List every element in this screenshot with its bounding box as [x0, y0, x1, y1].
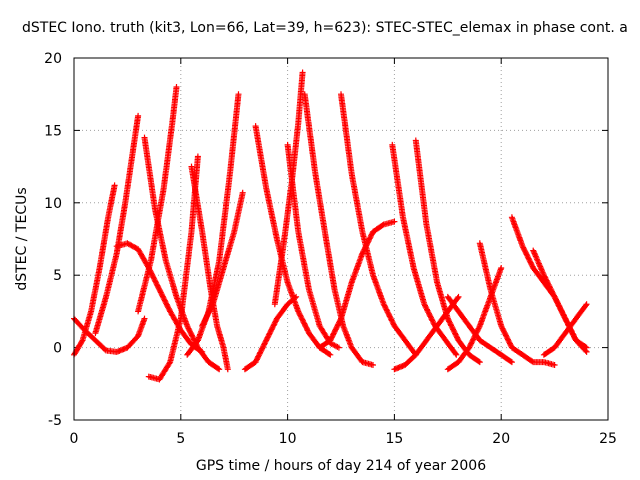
plot-frame	[73, 57, 609, 421]
y-tick-label: 5	[53, 268, 62, 284]
series-points	[338, 91, 419, 358]
series	[338, 91, 419, 358]
series	[135, 84, 180, 315]
y-tick-label: -5	[48, 413, 62, 429]
data-marks	[71, 69, 590, 383]
x-tick-label: 5	[176, 431, 185, 447]
series	[199, 189, 246, 329]
series-points	[135, 84, 180, 315]
series	[241, 293, 300, 373]
x-axis-label: GPS time / hours of day 214 of year 2006	[196, 458, 486, 474]
y-tick-label: 10	[44, 196, 62, 212]
series-points	[316, 218, 398, 351]
y-axis-label: dSTEC / TECUs	[14, 187, 30, 290]
series-points	[476, 240, 558, 368]
series-points	[444, 293, 515, 366]
series-points	[530, 247, 590, 355]
y-tick-label: 0	[53, 341, 62, 357]
series-points	[199, 189, 246, 329]
y-tick-labels: -5 0 5 10 15 20	[44, 51, 62, 429]
series-points	[389, 141, 460, 358]
series	[476, 240, 558, 368]
chart-title: dSTEC Iono. truth (kit3, Lon=66, Lat=39,…	[22, 20, 628, 36]
y-tick-label: 20	[44, 51, 62, 67]
series-points	[241, 293, 300, 373]
series-points	[92, 112, 142, 337]
series	[271, 69, 306, 308]
y-tick-label: 15	[44, 123, 62, 139]
series-points	[284, 141, 342, 351]
series	[284, 141, 342, 351]
x-tick-labels: 0 5 10 15 20 25	[70, 431, 617, 447]
x-tick-label: 20	[492, 431, 510, 447]
series	[412, 137, 483, 366]
x-tick-label: 0	[70, 431, 79, 447]
series	[530, 247, 590, 355]
series	[540, 301, 590, 358]
x-tick-label: 25	[599, 431, 617, 447]
x-tick-label: 15	[385, 431, 403, 447]
series	[389, 141, 460, 358]
series	[444, 293, 515, 366]
series-points	[271, 69, 306, 308]
series-points	[412, 137, 483, 366]
series	[316, 218, 398, 351]
x-tick-label: 10	[279, 431, 297, 447]
series-points	[540, 301, 590, 358]
series	[92, 112, 142, 337]
